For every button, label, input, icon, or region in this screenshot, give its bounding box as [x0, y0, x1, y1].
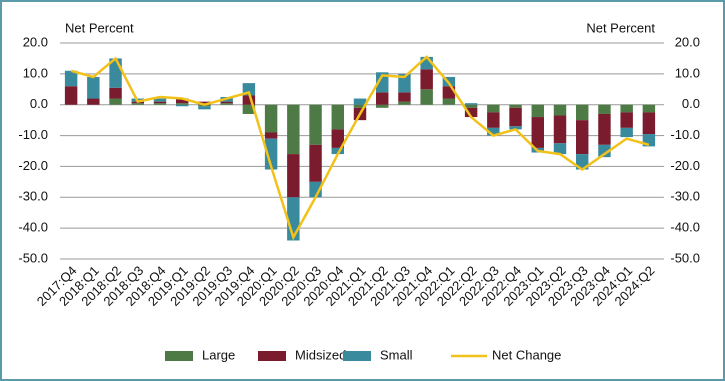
bar	[64, 86, 78, 105]
legend-swatch	[258, 351, 286, 361]
bar	[598, 104, 611, 114]
bar	[487, 112, 500, 128]
bar	[153, 103, 167, 105]
bar	[531, 117, 544, 148]
bar	[176, 104, 189, 107]
bar	[264, 138, 278, 170]
bar	[420, 89, 433, 105]
bar	[64, 70, 78, 87]
bar	[509, 104, 522, 108]
bar	[264, 104, 278, 133]
bar	[109, 98, 122, 105]
bar	[109, 87, 122, 99]
bar	[642, 112, 656, 135]
bar	[531, 104, 544, 118]
legend-swatch	[343, 351, 371, 361]
y2-tick-label: 0.0	[682, 96, 700, 111]
bar	[464, 103, 478, 105]
bar	[642, 104, 656, 113]
legend-label: Large	[202, 347, 235, 362]
bar	[509, 126, 522, 130]
bar	[376, 72, 389, 93]
bar	[398, 92, 411, 102]
y-axis-label: Net Percent	[65, 20, 134, 35]
legend-label: Net Change	[492, 347, 561, 362]
y2-axis-label: Net Percent	[586, 20, 655, 35]
y2-tick-label: -40.0	[670, 220, 700, 235]
bar	[331, 129, 344, 148]
bar	[353, 98, 367, 105]
y-tick-label: -40.0	[18, 220, 48, 235]
bar	[176, 98, 189, 104]
y-tick-label: -50.0	[18, 250, 48, 265]
y2-tick-label: -50.0	[670, 250, 700, 265]
bar	[487, 104, 500, 113]
bar	[353, 104, 367, 108]
y2-tick-label: -10.0	[670, 127, 700, 142]
y-tick-label: 20.0	[23, 34, 48, 49]
bar	[176, 103, 189, 105]
bar	[620, 112, 633, 128]
y-tick-label: 0.0	[30, 96, 48, 111]
bar	[620, 104, 633, 113]
bar	[242, 104, 256, 114]
y2-tick-label: -20.0	[670, 158, 700, 173]
legend-label: Small	[380, 347, 413, 362]
bar	[220, 103, 233, 105]
bar	[309, 144, 322, 182]
bar	[131, 103, 144, 105]
legend-swatch	[165, 351, 193, 361]
bar	[242, 95, 256, 105]
y-tick-label: -10.0	[18, 127, 48, 142]
y2-tick-label: 20.0	[675, 34, 700, 49]
bar	[376, 104, 389, 108]
bar	[553, 143, 567, 155]
y-tick-label: -20.0	[18, 158, 48, 173]
y-tick-label: 10.0	[23, 65, 48, 80]
bar	[576, 104, 589, 121]
bar	[153, 98, 167, 102]
bar	[620, 127, 633, 138]
bar	[464, 104, 478, 108]
bar	[264, 132, 278, 139]
bar	[376, 92, 389, 105]
bar	[331, 147, 344, 155]
bar	[464, 107, 478, 118]
legend-label: Midsized	[295, 347, 346, 362]
bar	[598, 144, 611, 158]
y2-tick-label: -30.0	[670, 189, 700, 204]
bar	[553, 115, 567, 144]
bar	[576, 154, 589, 170]
bar	[87, 76, 100, 99]
bar	[198, 101, 211, 105]
bar	[576, 120, 589, 155]
bar	[309, 104, 322, 145]
bar	[87, 98, 100, 105]
bar	[153, 101, 167, 104]
bar	[553, 104, 567, 116]
bar	[442, 98, 456, 105]
bar	[287, 104, 300, 155]
line	[70, 55, 650, 241]
bar	[420, 69, 433, 90]
bar	[509, 107, 522, 127]
bar	[598, 113, 611, 145]
y2-tick-label: 10.0	[675, 65, 700, 80]
bar	[287, 154, 300, 198]
y-tick-label: -30.0	[18, 189, 48, 204]
bar	[398, 73, 411, 93]
bar	[398, 101, 411, 105]
bar	[487, 127, 500, 136]
bar	[331, 104, 344, 130]
bar	[198, 106, 211, 110]
bar	[220, 101, 233, 104]
